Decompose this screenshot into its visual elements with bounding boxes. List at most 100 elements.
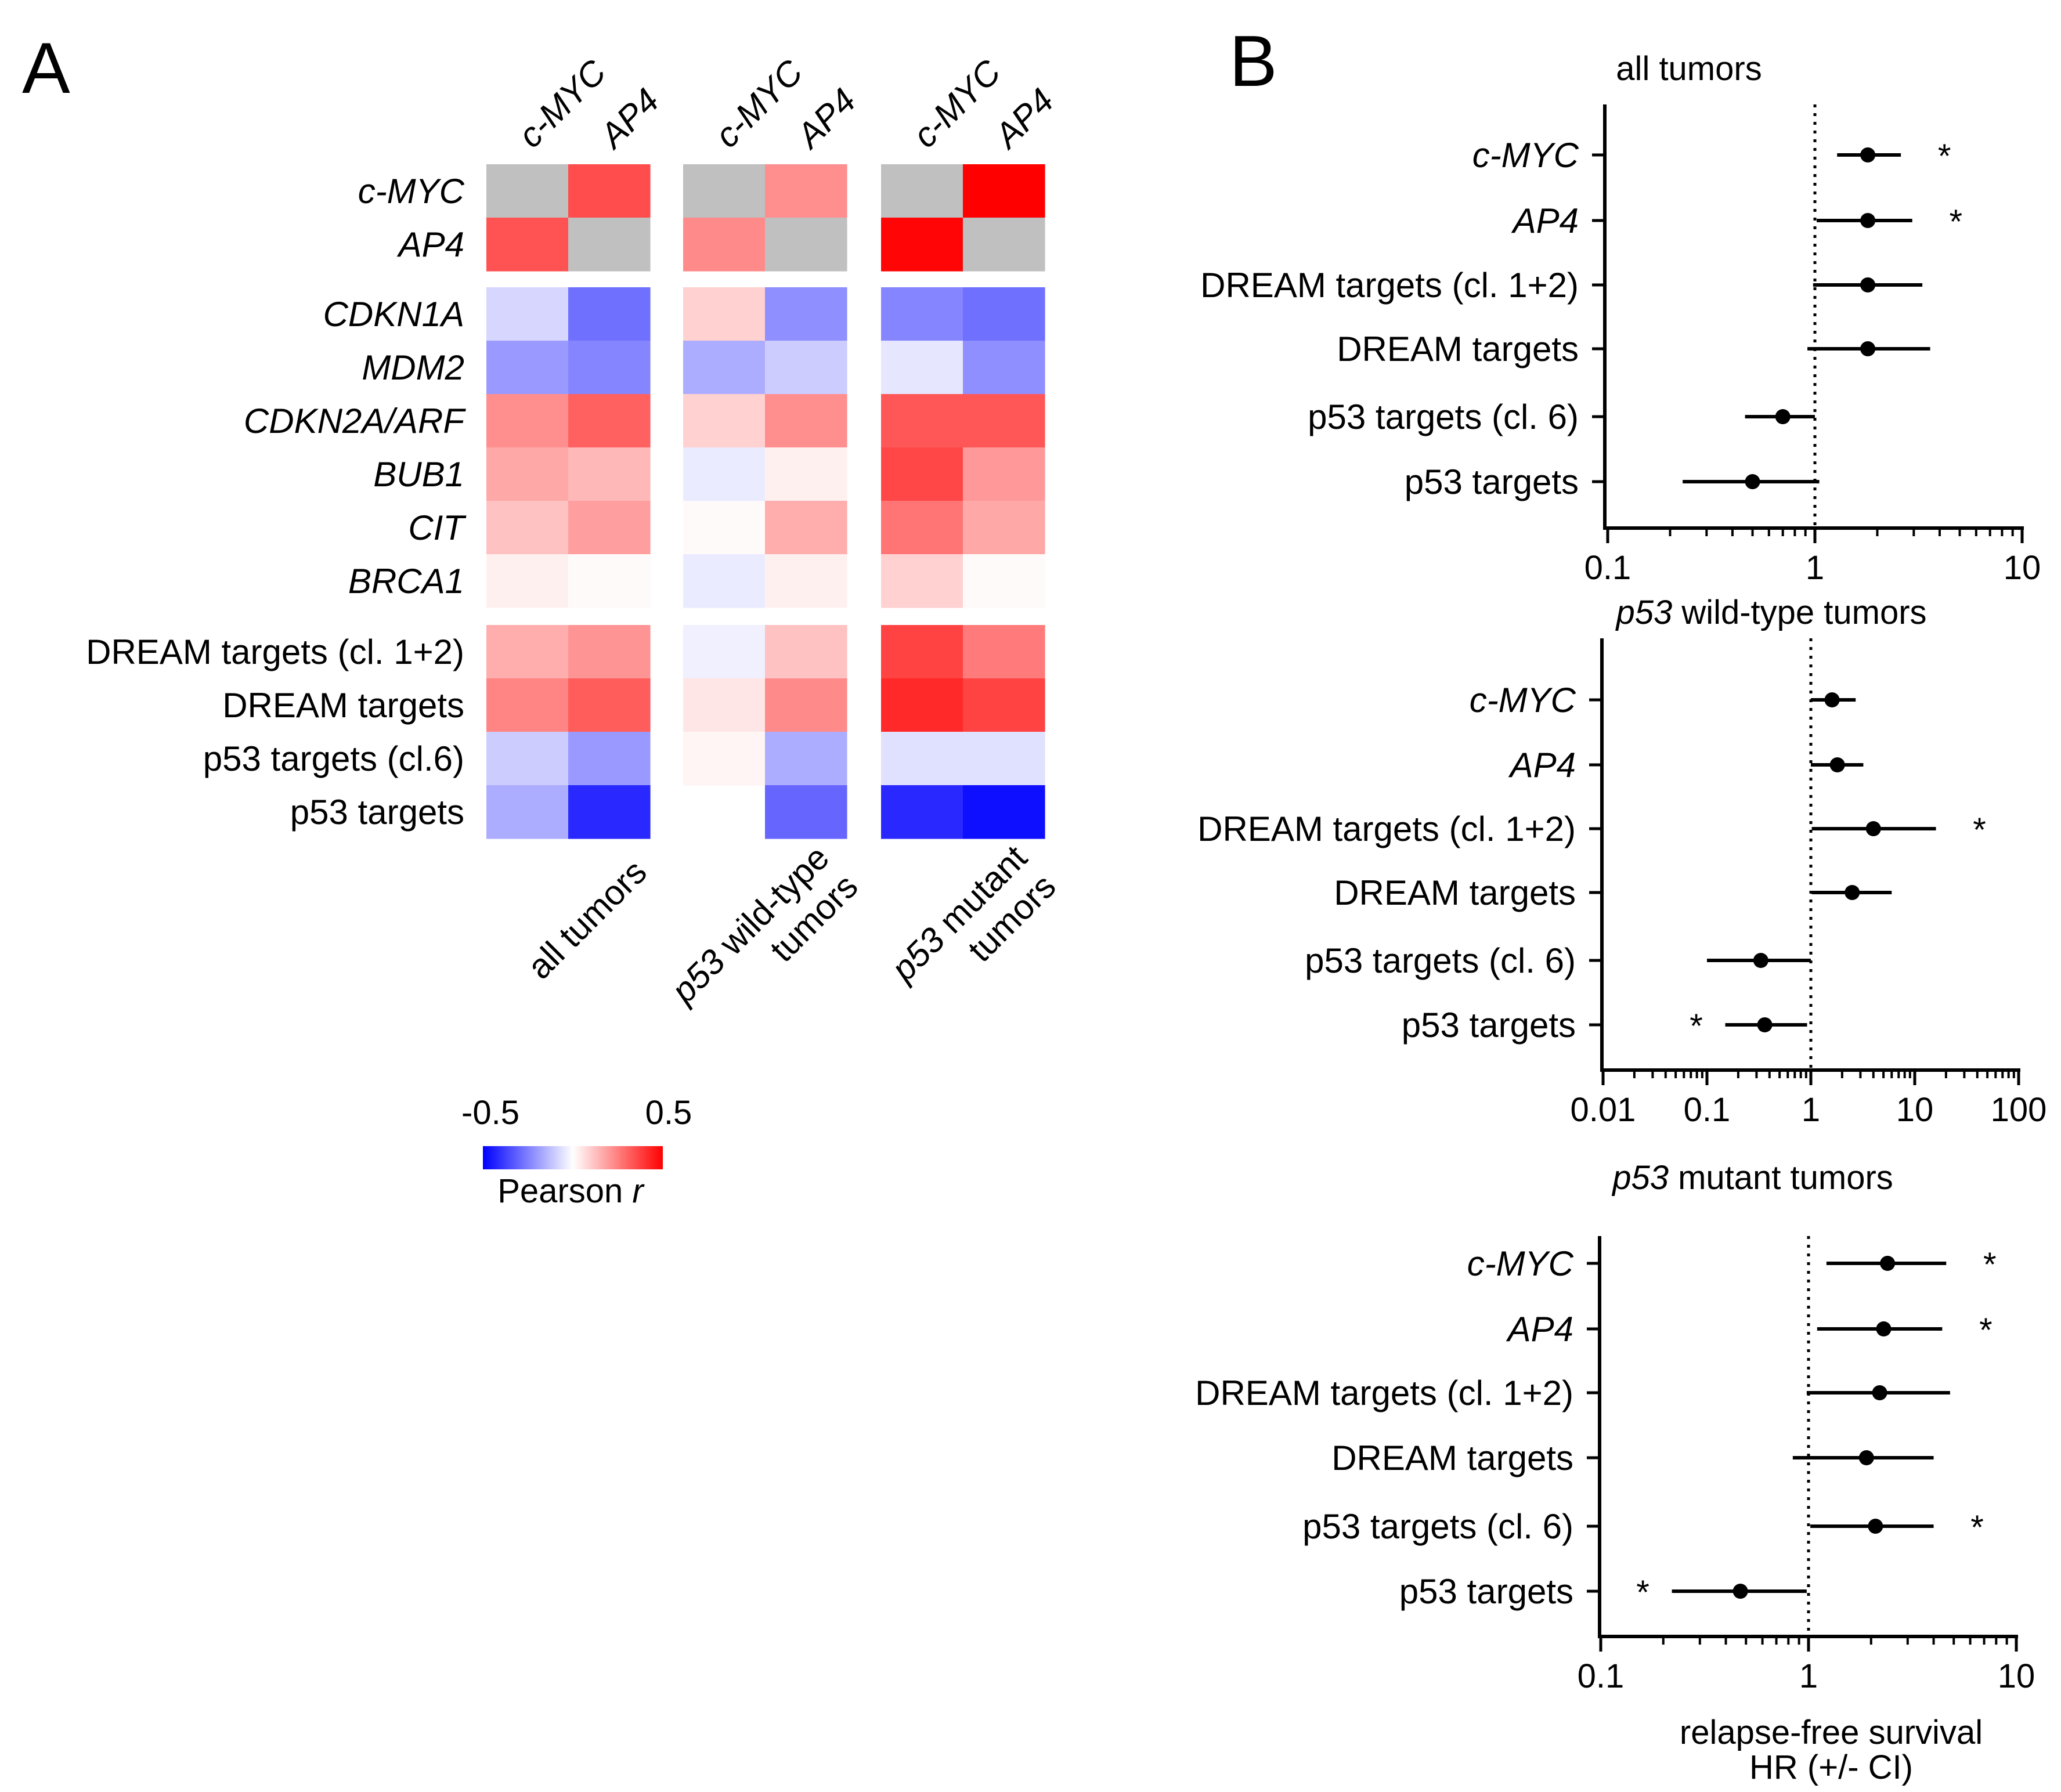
heatmap-cell [765,447,847,501]
heatmap-column-label-ap4: AP4 [788,81,864,157]
heatmap-column-label-ap4: AP4 [591,81,667,157]
heatmap-cell [568,678,651,732]
significance-star: * [1979,1312,1993,1349]
heatmap-cell [568,341,651,395]
heatmap-row-label-dream-targets: DREAM targets [222,686,464,725]
forest-plot-p53-mutant-tumors: p53 mutant tumors 0.1 1 10 c-MYC * AP4 * DREAM t… [1195,1159,2035,1786]
heatmap-cell [683,287,766,341]
heatmap-row-label-brca1: BRCA1 [348,562,464,601]
heatmap-column-label-c-myc: c-MYC [905,52,1008,155]
heatmap-cell [881,164,963,218]
heatmap-row-label-p53-targets: p53 targets [290,793,464,832]
heatmap-cell [881,218,963,272]
heatmap-cell [963,341,1045,395]
x-tick-label: 0.1 [1578,1657,1625,1695]
heatmap-cell [683,732,766,786]
heatmap-cell [765,341,847,395]
heatmap-cell [568,218,651,272]
hr-point [1858,1450,1874,1465]
heatmap-cell [765,164,847,218]
hr-point [1753,953,1768,968]
forest-row-dream-targets: DREAM targets [1334,873,1892,912]
heatmap-cell [963,785,1045,839]
heatmap-cell [963,394,1045,448]
heatmap-cell [568,732,651,786]
significance-star: * [1983,1246,1997,1284]
text-part: mutant tumors [1669,1159,1893,1197]
heatmap-cell [486,394,569,448]
heatmap-cell [881,447,963,501]
x-axis-title: HR (+/- CI) [1749,1748,1913,1786]
x-tick-label: 0.1 [1584,549,1632,587]
hr-point [1860,213,1876,228]
forest-row-label: AP4 [1511,201,1579,240]
hr-point [1880,1256,1896,1271]
hr-point [1824,692,1840,707]
heatmap-cell [568,501,651,555]
colorbar-title-var: r [632,1172,645,1210]
heatmap-cell [568,287,651,341]
colorbar-title: Pearson r [497,1172,645,1210]
hr-point [1829,757,1845,772]
heatmap-cell [881,394,963,448]
forest-title: p53 mutant tumors [1611,1159,1893,1197]
x-tick-label: 1 [1806,549,1824,587]
panel-letter-b: B [1229,21,1277,102]
heatmap-cell [765,287,847,341]
heatmap-cell [683,625,766,679]
forest-row-dream-targets: DREAM targets [1331,1439,1934,1477]
forest-row-p53-targets: p53 targets * [1402,1006,1807,1045]
forest-row-label: p53 targets (cl. 6) [1308,398,1579,436]
forest-row-label: DREAM targets [1334,873,1576,912]
forest-row-label: c-MYC [1467,1244,1574,1283]
heatmap-row-label-bub1: BUB1 [373,455,464,494]
heatmap-cell [486,341,569,395]
hr-point [1732,1584,1748,1599]
forest-row-c-myc: c-MYC [1470,681,1856,720]
heatmap-cell [765,501,847,555]
heatmap-row-label-dream-targets-cl-1-2: DREAM targets (cl. 1+2) [86,633,464,671]
significance-star: * [1949,203,1962,241]
forest-row-label: p53 targets [1402,1006,1576,1045]
heatmap-cell [486,501,569,555]
heatmap-group-label-all-tumors: all tumors [520,852,654,987]
heatmap-cell [963,554,1045,608]
heatmap-cell [765,785,847,839]
significance-star: * [1938,138,1951,175]
forest-title: p53 wild-type tumors [1615,594,1926,631]
forest-row-dream-targets-cl-1-2: DREAM targets (cl. 1+2) [1195,1374,1950,1412]
hr-point [1845,885,1860,900]
text-part: p53 [1611,1159,1669,1197]
heatmap-row-label-p53-targets-cl-6: p53 targets (cl.6) [203,739,464,778]
text-part: wild-type tumors [1672,594,1926,631]
hr-point [1876,1321,1892,1336]
heatmap-cell [683,341,766,395]
forest-row-ap4: AP4 [1508,746,1864,785]
heatmap-cell [881,785,963,839]
heatmap-row-label-cdkn2a-arf: CDKN2A/ARF [244,402,466,440]
heatmap-cell [765,678,847,732]
forest-row-label: p53 targets (cl. 6) [1305,941,1576,980]
forest-row-label: p53 targets [1399,1572,1573,1611]
heatmap-cell [881,287,963,341]
colorbar-max-label: 0.5 [645,1094,692,1132]
heatmap-cell [683,554,766,608]
forest-row-label: p53 targets (cl. 6) [1302,1507,1573,1546]
heatmap-cell [881,501,963,555]
forest-row-label: DREAM targets (cl. 1+2) [1197,810,1576,848]
forest-row-label: DREAM targets [1337,330,1579,368]
heatmap-cell [683,501,766,555]
hr-point [1860,147,1876,162]
forest-row-ap4: AP4 * [1511,201,1962,241]
heatmap-cell [963,447,1045,501]
hr-point [1757,1017,1773,1032]
x-axis-title: relapse-free survival [1680,1714,1983,1751]
forest-row-label: DREAM targets (cl. 1+2) [1200,266,1579,305]
forest-row-p53-targets-cl-6: p53 targets (cl. 6) [1305,941,1811,980]
heatmap-cell [881,625,963,679]
forest-row-label: c-MYC [1470,681,1576,720]
heatmap-cell [486,732,569,786]
heatmap-cell [486,678,569,732]
